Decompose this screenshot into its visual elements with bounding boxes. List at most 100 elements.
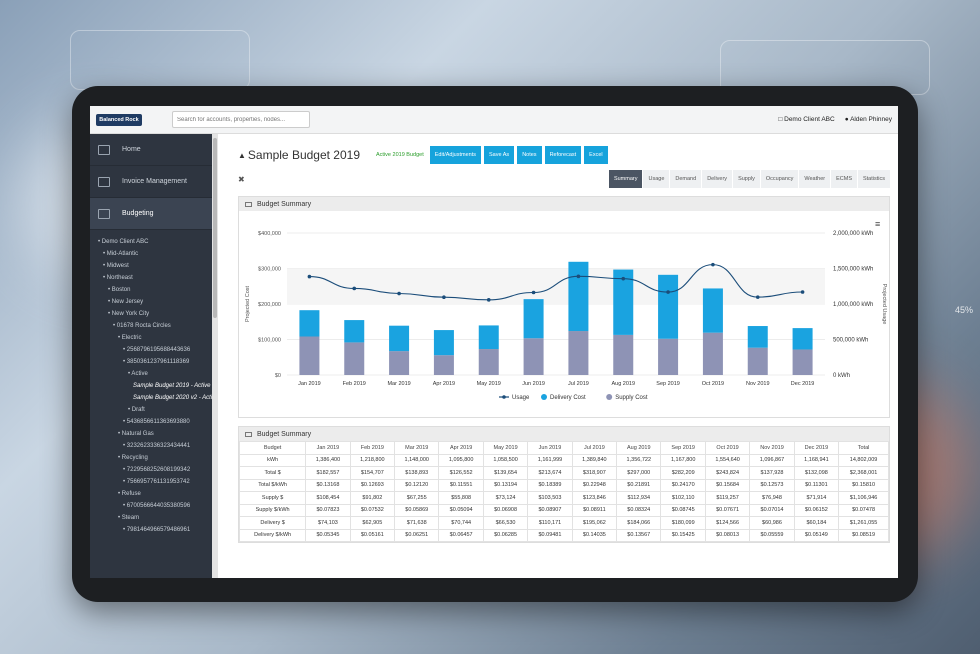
- tab-occupancy[interactable]: Occupancy: [759, 170, 799, 188]
- tree-node[interactable]: • Electric: [118, 335, 142, 341]
- sidebar-item-invoice-management[interactable]: Invoice Management: [90, 166, 212, 198]
- table-row: Delivery $/kWh $0.05345 $0.05161 $0.06251 $0…: [238, 528, 889, 542]
- tree-node[interactable]: • Northeast: [103, 275, 133, 281]
- tree-node[interactable]: • Recycling: [118, 455, 148, 461]
- bar-supply-cost: [747, 347, 768, 375]
- reforecast-button[interactable]: Reforecast: [544, 146, 582, 164]
- table-cell: 1,389,840: [571, 453, 618, 467]
- tab-summary[interactable]: Summary: [607, 170, 643, 188]
- usage-point: [621, 276, 626, 281]
- client-selector[interactable]: □ Demo Client ABC: [778, 116, 835, 123]
- scrollbar-thumb[interactable]: [213, 138, 217, 318]
- app-logo[interactable]: Balanced Rock: [96, 113, 142, 126]
- save-as-button[interactable]: Save As: [484, 146, 515, 164]
- usage-point: [531, 290, 536, 295]
- table-cell: $0.06251: [394, 528, 440, 542]
- tab-weather[interactable]: Weather: [798, 170, 831, 188]
- table-cell: $60,184: [793, 516, 840, 530]
- tree-node[interactable]: • Steam: [118, 515, 140, 521]
- bar-delivery-cost: [658, 274, 679, 339]
- tree-node[interactable]: • 01678 Rocta Circles: [113, 323, 171, 329]
- sidebar-item-budgeting[interactable]: Budgeting: [90, 198, 212, 230]
- table-cell: $297,000: [616, 466, 662, 480]
- main-content: ▲ Sample Budget 2019 Active 2019 Budget …: [218, 134, 898, 578]
- table-cell: Total $/kWh: [238, 478, 307, 492]
- y-tick-label: $200,000: [258, 302, 281, 308]
- tree-node[interactable]: • Boston: [108, 287, 131, 293]
- budget-icon: ▲: [238, 150, 246, 160]
- tree-node[interactable]: • 7229568252608199342: [123, 467, 191, 473]
- tree-node[interactable]: • 6700566644035380596: [123, 503, 191, 509]
- tree-node[interactable]: • Demo Client ABC: [98, 239, 149, 245]
- table-cell: $74,103: [305, 516, 351, 530]
- column-header: Feb 2019: [349, 441, 396, 455]
- table-cell: $71,914: [793, 491, 840, 505]
- sidebar-scrollbar[interactable]: [212, 134, 218, 578]
- table-cell: $0.07478: [838, 503, 889, 517]
- sidebar: Home Invoice Management Budgeting • Demo C…: [90, 134, 212, 578]
- table-cell: $0.12120: [394, 478, 440, 492]
- tree-node[interactable]: • 5436856611363693880: [123, 419, 190, 425]
- x-tick-label: Apr 2019: [433, 381, 455, 387]
- table-cell: $0.07532: [349, 503, 396, 517]
- bar-supply-cost: [389, 351, 410, 375]
- excel-button[interactable]: Excel: [584, 146, 608, 164]
- usage-point: [755, 295, 760, 299]
- table-cell: $0.08907: [527, 503, 573, 517]
- top-bar: Balanced Rock □ Demo Client ABC ● Alden …: [90, 106, 898, 134]
- tab-demand[interactable]: Demand: [669, 170, 702, 188]
- tree-node[interactable]: • Mid-Atlantic: [103, 251, 139, 257]
- x-tick-label: Mar 2019: [387, 381, 410, 387]
- tree-node[interactable]: • Midwest: [103, 263, 129, 269]
- table-cell: $0.05869: [394, 503, 440, 517]
- tab-usage[interactable]: Usage: [642, 170, 670, 188]
- column-header: Mar 2019: [394, 441, 440, 455]
- table-cell: 1,095,800: [438, 453, 484, 467]
- home-icon: [98, 144, 110, 155]
- tree-node[interactable]: • 7981464966579486961: [123, 527, 191, 533]
- table-cell: 1,554,640: [704, 453, 751, 467]
- usage-point: [307, 274, 312, 279]
- tree-node[interactable]: • 3232623336323434441: [123, 443, 191, 449]
- user-menu[interactable]: ● Alden Phinney: [844, 116, 892, 123]
- tree-node[interactable]: • 3850361237961118369: [123, 359, 190, 365]
- legend-marker: [541, 394, 547, 400]
- background-frame: [70, 30, 250, 90]
- table-cell: $154,707: [349, 466, 396, 480]
- tree-node[interactable]: Sample Budget 2020 v2 - Active: [133, 395, 212, 401]
- tree-node[interactable]: • New Jersey: [108, 299, 144, 305]
- table-cell: $73,124: [482, 491, 529, 505]
- bar-delivery-cost: [747, 326, 768, 348]
- sidebar-item-home[interactable]: Home: [90, 134, 212, 166]
- tree-node[interactable]: • 2568796195688443636: [123, 347, 191, 353]
- tree-node[interactable]: Sample Budget 2019 - Active: [133, 383, 211, 389]
- account-tree: • Demo Client ABC • Mid-Atlantic • Midwest…: [90, 230, 212, 536]
- tree-node[interactable]: • Active: [128, 371, 148, 377]
- edit-adjustments-button[interactable]: Edit/Adjustments: [429, 146, 481, 164]
- table-cell: $0.22948: [571, 478, 618, 492]
- table-cell: $119,257: [704, 491, 751, 505]
- tab-statistics[interactable]: Statistics: [856, 170, 890, 188]
- budget-chart: $0 0 kWh $100,000 500,000 kWh $200,000 1,000,…: [245, 219, 887, 401]
- notes-button[interactable]: Notes: [517, 146, 542, 164]
- tab-supply[interactable]: Supply: [732, 170, 760, 188]
- bar-supply-cost: [344, 342, 365, 375]
- tree-node[interactable]: • New York City: [108, 311, 150, 317]
- status-badge: Active 2019 Budget: [376, 152, 424, 158]
- usage-point: [352, 286, 357, 291]
- tree-node[interactable]: • Draft: [128, 407, 145, 413]
- tree-node[interactable]: • Natural Gas: [118, 431, 154, 437]
- x-tick-label: Dec 2019: [791, 381, 815, 387]
- tree-node[interactable]: • 7566957761131953742: [123, 479, 190, 485]
- tab-ecms[interactable]: ECMS: [830, 170, 857, 188]
- tree-node[interactable]: • Refuse: [118, 491, 141, 497]
- table-cell: $0.05149: [793, 528, 840, 542]
- table-cell: $0.13168: [305, 478, 351, 492]
- table-cell: $0.08013: [704, 528, 751, 542]
- column-header: Budget: [238, 441, 307, 455]
- search-input[interactable]: [172, 111, 310, 128]
- tab-delivery[interactable]: Delivery: [701, 170, 733, 188]
- table-cell: $182,557: [305, 466, 351, 480]
- table-cell: $213,674: [527, 466, 573, 480]
- close-icon[interactable]: ✖: [238, 174, 245, 184]
